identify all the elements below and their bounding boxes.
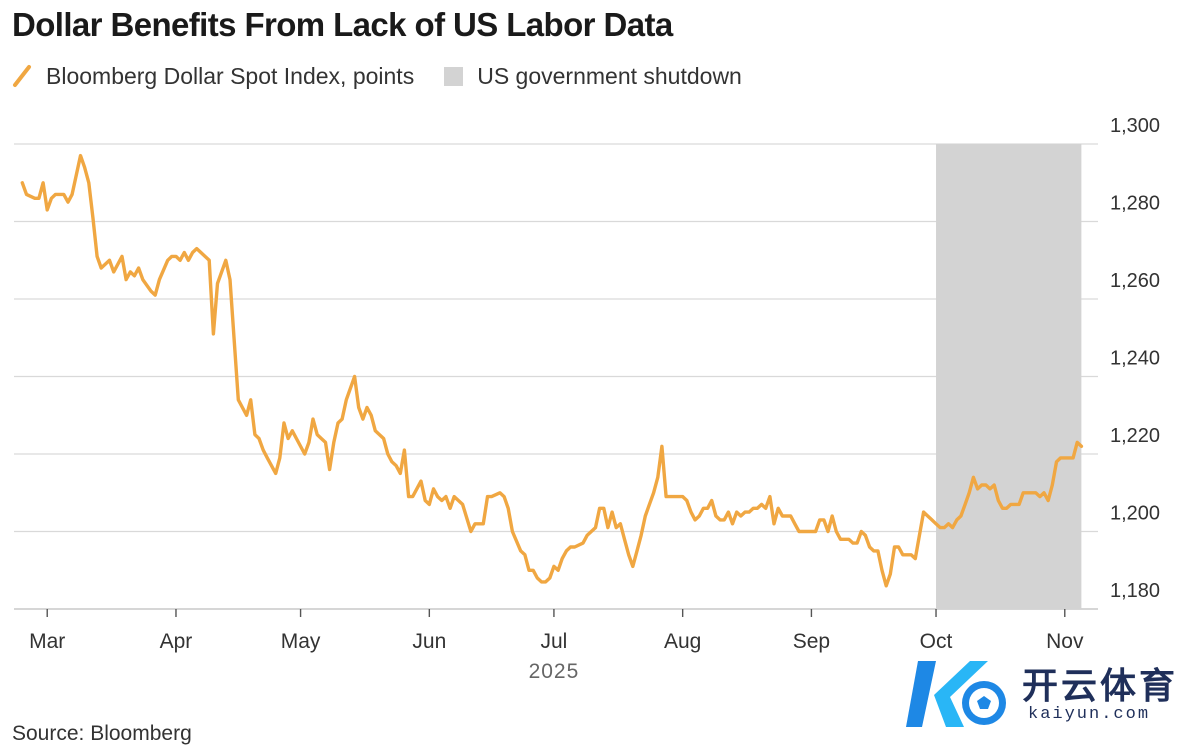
- legend-item-shade: US government shutdown: [444, 63, 742, 90]
- grid: [14, 143, 1098, 610]
- x-tick-label: Jul: [540, 630, 567, 653]
- x-tick-label: Jun: [412, 630, 446, 653]
- watermark-url: kaiyun.com: [1028, 705, 1151, 724]
- x-axis-year-label: 2025: [529, 660, 580, 683]
- y-axis: 1,180 1,200 1,220 1,240 1,260 1,280 1,300: [1110, 115, 1160, 602]
- chart-title: Dollar Benefits From Lack of US Labor Da…: [12, 6, 673, 43]
- shutdown-shade: [936, 144, 1082, 609]
- x-tick-label: May: [281, 630, 321, 653]
- watermark-brand: 开云体育: [1022, 666, 1179, 707]
- y-tick-label: 1,220: [1110, 425, 1160, 447]
- legend-item-series: Bloomberg Dollar Spot Index, points: [12, 63, 414, 90]
- watermark: 开云体育 kaiyun.com: [904, 655, 1186, 733]
- y-tick-label: 1,200: [1110, 503, 1160, 525]
- y-tick-label: 1,180: [1110, 580, 1160, 602]
- x-tick-label: Sep: [793, 630, 830, 653]
- x-tick-label: Mar: [29, 630, 65, 653]
- x-tick-label: Apr: [160, 630, 193, 653]
- x-tick-label: Aug: [664, 630, 701, 653]
- x-tick-label: Nov: [1046, 630, 1084, 653]
- y-tick-label: 1,260: [1110, 270, 1160, 292]
- legend-shade-label: US government shutdown: [477, 62, 742, 89]
- series: [20, 153, 1084, 588]
- y-tick-label: 1,300: [1110, 115, 1160, 137]
- x-axis: Mar Apr May Jun Jul Aug Sep Oct Nov: [29, 609, 1084, 653]
- source-note: Source: Bloomberg: [12, 722, 192, 745]
- legend-series-label: Bloomberg Dollar Spot Index, points: [46, 62, 415, 89]
- kaiyun-logo-icon: [906, 661, 1006, 727]
- legend: Bloomberg Dollar Spot Index, points US g…: [12, 60, 772, 92]
- series-line: [20, 153, 1084, 588]
- shade-swatch-icon: [444, 66, 464, 86]
- line-swatch-icon: [13, 65, 31, 87]
- y-tick-label: 1,280: [1110, 193, 1160, 215]
- y-tick-label: 1,240: [1110, 348, 1160, 370]
- shutdown-region: [936, 144, 1082, 609]
- x-tick-label: Oct: [920, 630, 953, 653]
